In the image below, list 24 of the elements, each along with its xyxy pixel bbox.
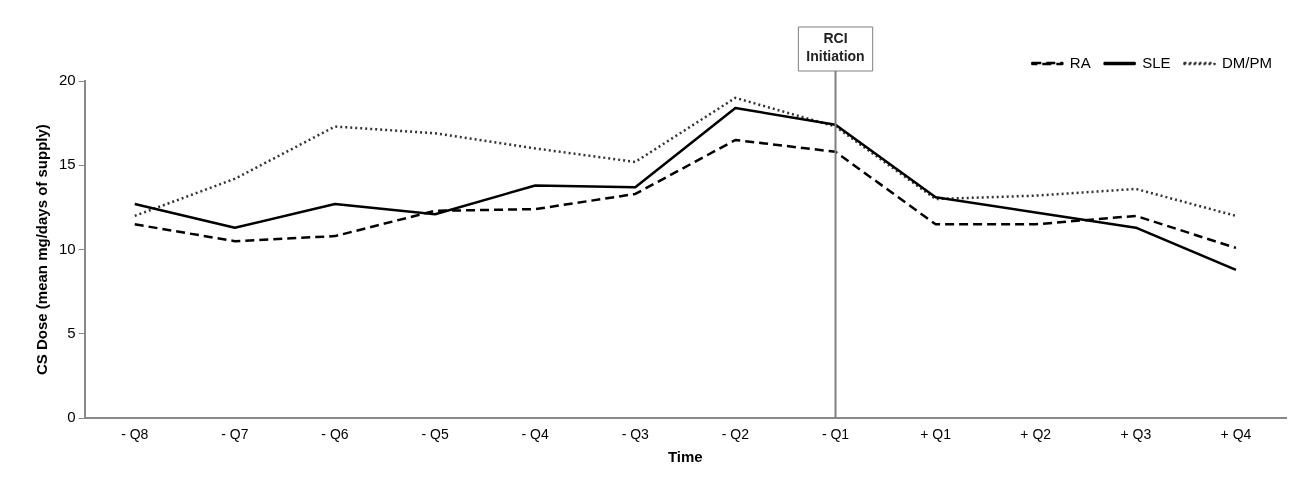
x-tick-label: - Q8 bbox=[121, 426, 149, 443]
x-tick-label: - Q4 bbox=[521, 426, 549, 443]
x-tick-label: - Q1 bbox=[821, 426, 850, 443]
x-tick-label: - Q6 bbox=[321, 426, 349, 443]
y-tick-label: 20 bbox=[59, 71, 76, 89]
x-tick-label: - Q5 bbox=[421, 426, 449, 443]
x-tick-label: + Q1 bbox=[920, 426, 952, 443]
y-tick-label: 0 bbox=[67, 408, 76, 426]
y-tick-label: 10 bbox=[59, 239, 76, 257]
ref-line-label: RCI Initiation bbox=[806, 29, 865, 64]
x-tick-label: + Q2 bbox=[1020, 426, 1052, 443]
line-series bbox=[133, 96, 1238, 218]
legend-label: SLE bbox=[1142, 53, 1171, 71]
x-tick-label: + Q3 bbox=[1120, 426, 1152, 443]
y-tick-label: 5 bbox=[67, 324, 76, 342]
x-tick-label: + Q4 bbox=[1220, 426, 1252, 443]
x-tick-label: - Q2 bbox=[721, 426, 750, 443]
x-tick-label: - Q3 bbox=[621, 426, 650, 443]
legend-label: RA bbox=[1069, 53, 1091, 71]
y-axis-title: CS Dose (mean mg/days of supply) bbox=[33, 124, 51, 376]
y-tick-label: 15 bbox=[59, 155, 76, 173]
x-tick-label: - Q7 bbox=[221, 426, 249, 443]
legend-label: DM/PM bbox=[1222, 53, 1272, 71]
x-axis-title: Time bbox=[667, 448, 703, 466]
